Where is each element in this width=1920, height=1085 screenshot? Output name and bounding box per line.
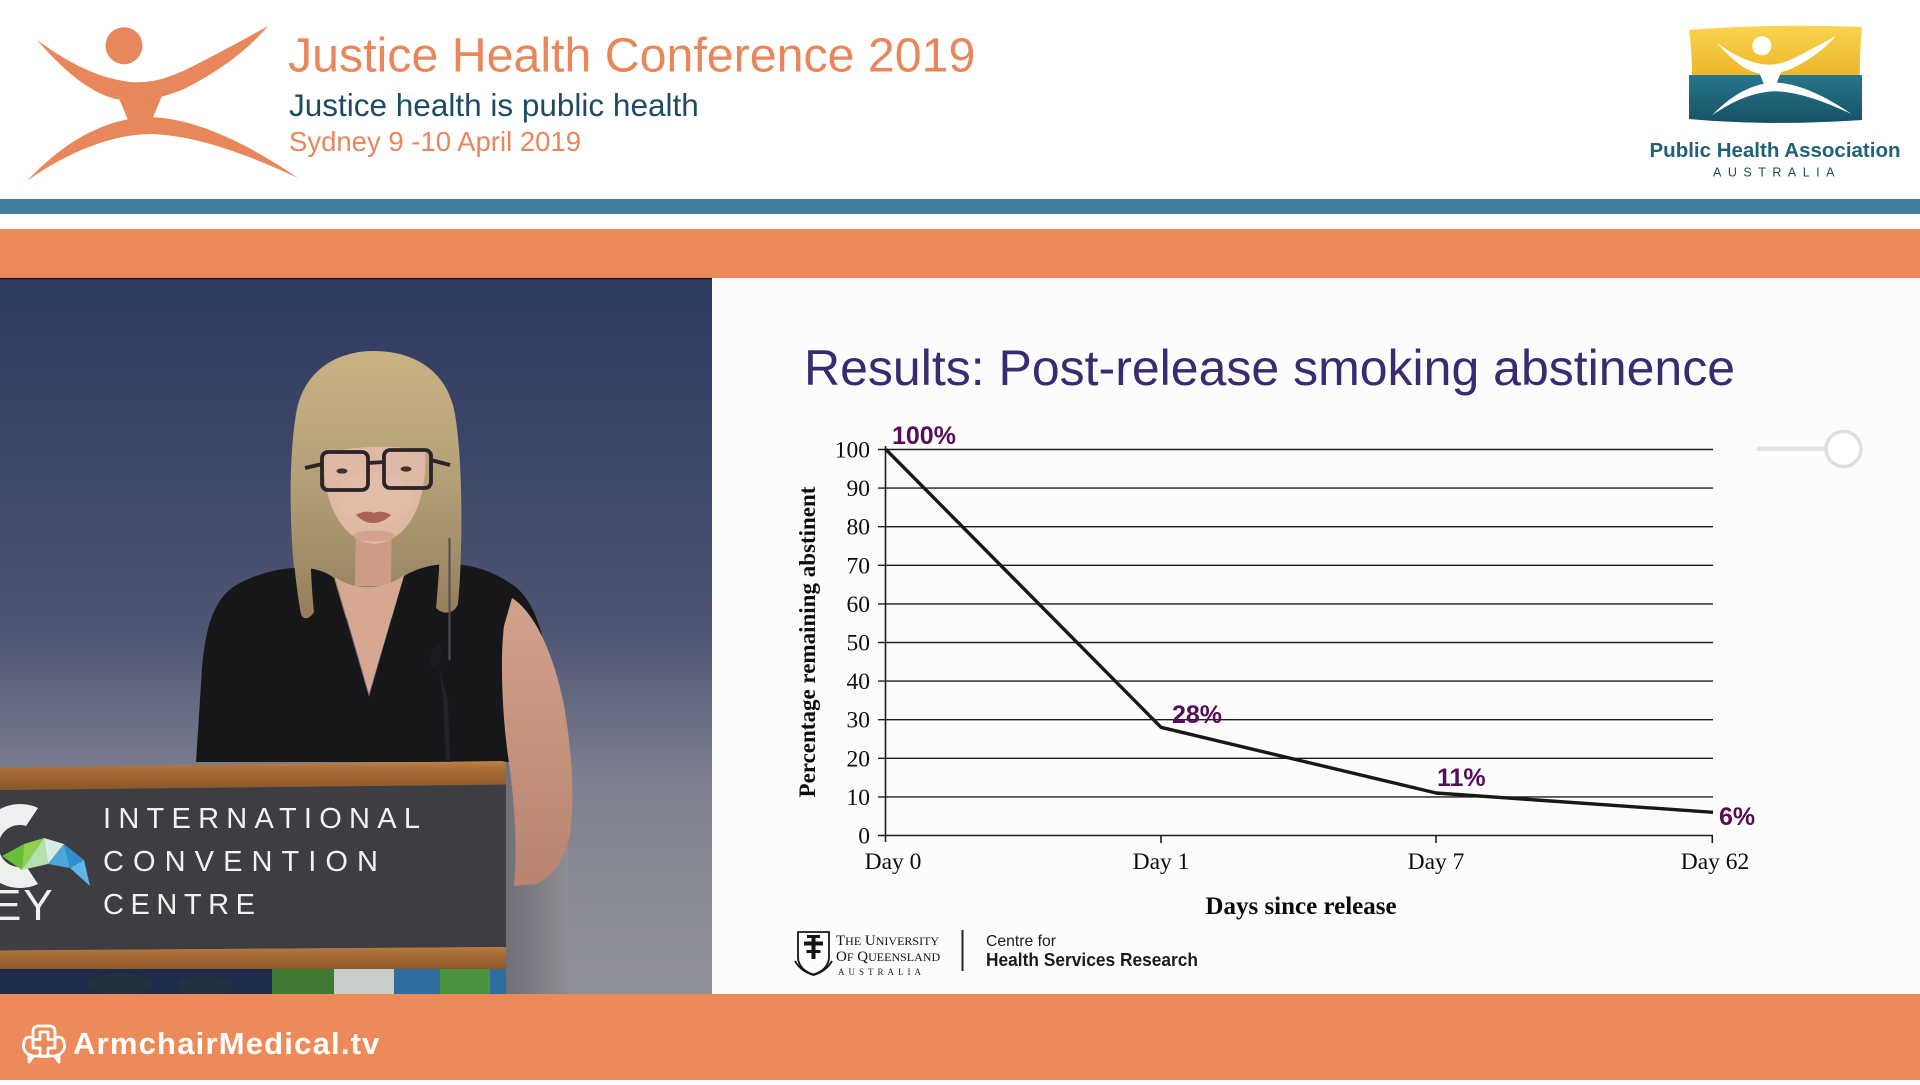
svg-text:80: 80 [847,515,871,541]
svg-text:Day 62: Day 62 [1681,849,1750,875]
svg-text:EY: EY [0,881,55,930]
svg-text:100: 100 [835,438,870,464]
svg-text:6%: 6% [1719,803,1755,831]
svg-text:OF QUEENSLAND: OF QUEENSLAND [836,949,940,965]
svg-text:90: 90 [847,476,871,502]
svg-text:AUSTRALIA: AUSTRALIA [1713,166,1841,180]
svg-text:10: 10 [847,785,871,811]
svg-text:0: 0 [858,824,870,850]
svg-text:Day 0: Day 0 [865,849,922,875]
svg-text:40: 40 [847,669,871,695]
svg-text:Days since release: Days since release [1205,893,1396,920]
svg-text:AUSTRALIA: AUSTRALIA [838,967,925,977]
svg-text:Health Services Research: Health Services Research [986,949,1198,970]
svg-text:Public Health Association: Public Health Association [1650,139,1901,162]
svg-text:Day 1: Day 1 [1133,849,1190,875]
svg-text:Percentage remaining abstinent: Percentage remaining abstinent [795,486,820,797]
svg-text:ArmchairMedical.tv: ArmchairMedical.tv [73,1026,381,1061]
svg-text:Day 7: Day 7 [1408,849,1465,875]
svg-text:CONVENTION: CONVENTION [103,846,378,878]
svg-text:70: 70 [847,553,871,579]
svg-text:Justice health is public healt: Justice health is public health [289,87,699,123]
svg-text:60: 60 [847,592,871,618]
svg-text:INTERNATIONAL: INTERNATIONAL [103,803,420,835]
svg-text:Centre for: Centre for [986,933,1057,950]
svg-text:28%: 28% [1172,701,1222,729]
svg-text:100%: 100% [892,422,956,450]
svg-text:THE UNIVERSITY: THE UNIVERSITY [836,933,939,949]
svg-text:Results: Post-release smoking: Results: Post-release smoking abstinence [804,340,1735,396]
svg-text:30: 30 [847,708,871,734]
svg-text:Justice Health Conference 2019: Justice Health Conference 2019 [288,29,975,83]
svg-text:20: 20 [847,746,871,772]
svg-text:Sydney 9 -10 April 2019: Sydney 9 -10 April 2019 [289,126,581,157]
svg-text:50: 50 [847,631,871,657]
svg-text:11%: 11% [1437,764,1486,792]
